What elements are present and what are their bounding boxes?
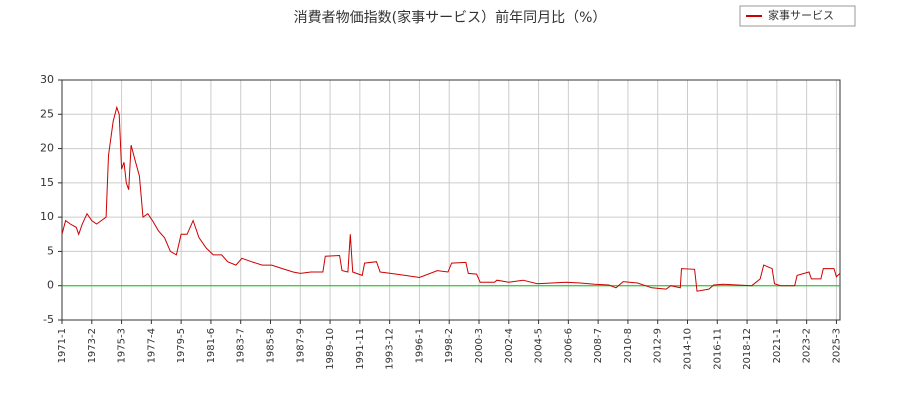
x-tick-label: 1991-11 <box>355 328 366 370</box>
x-tick-label: 1981-6 <box>206 328 217 363</box>
plot-area <box>62 80 840 320</box>
x-tick-label: 1975-3 <box>117 328 128 363</box>
x-tick-label: 1987-9 <box>295 328 306 363</box>
x-tick-label: 2006-6 <box>563 328 574 363</box>
x-tick-label: 2004-5 <box>534 328 545 363</box>
x-tick-label: 2002-4 <box>504 328 515 363</box>
x-tick-label: 2010-8 <box>623 328 634 363</box>
x-tick-label: 2016-11 <box>712 328 723 370</box>
x-tick-label: 2023-2 <box>802 328 813 363</box>
x-tick-label: 1971-1 <box>57 328 68 363</box>
x-tick-label: 2021-1 <box>772 328 783 363</box>
x-tick-label: 1989-10 <box>325 328 336 370</box>
x-tick-label: 1973-2 <box>87 328 98 363</box>
x-tick-label: 2014-10 <box>682 328 693 370</box>
y-tick-label: 30 <box>40 73 54 86</box>
y-tick-label: 25 <box>40 107 54 120</box>
x-tick-label: 1996-1 <box>414 328 425 363</box>
legend-box <box>739 5 856 27</box>
x-tick-label: 2008-7 <box>593 328 604 363</box>
y-tick-label: 5 <box>47 244 54 257</box>
x-tick-label: 1998-2 <box>444 328 455 363</box>
x-tick-label: 2018-12 <box>742 328 753 370</box>
x-tick-label: 2000-3 <box>474 328 485 363</box>
y-tick-label: -5 <box>43 313 54 326</box>
x-tick-label: 2025-3 <box>831 328 842 363</box>
x-tick-label: 1993-12 <box>385 328 396 370</box>
y-tick-label: 10 <box>40 210 54 223</box>
chart-title: 消費者物価指数(家事サービス）前年同月比（%） <box>294 9 607 26</box>
x-tick-label: 1977-4 <box>146 328 157 363</box>
x-tick-label: 2012-9 <box>653 328 664 363</box>
x-tick-label: 1979-5 <box>176 328 187 363</box>
x-tick-label: 1985-8 <box>265 328 276 363</box>
y-tick-label: 15 <box>40 176 54 189</box>
data-line <box>61 105 841 292</box>
x-tick-label: 1983-7 <box>236 328 247 363</box>
y-tick-label: 20 <box>40 142 54 155</box>
y-tick-label: 0 <box>47 279 54 292</box>
legend-label: 家事サービス <box>768 8 834 22</box>
plot-frame <box>61 79 841 321</box>
